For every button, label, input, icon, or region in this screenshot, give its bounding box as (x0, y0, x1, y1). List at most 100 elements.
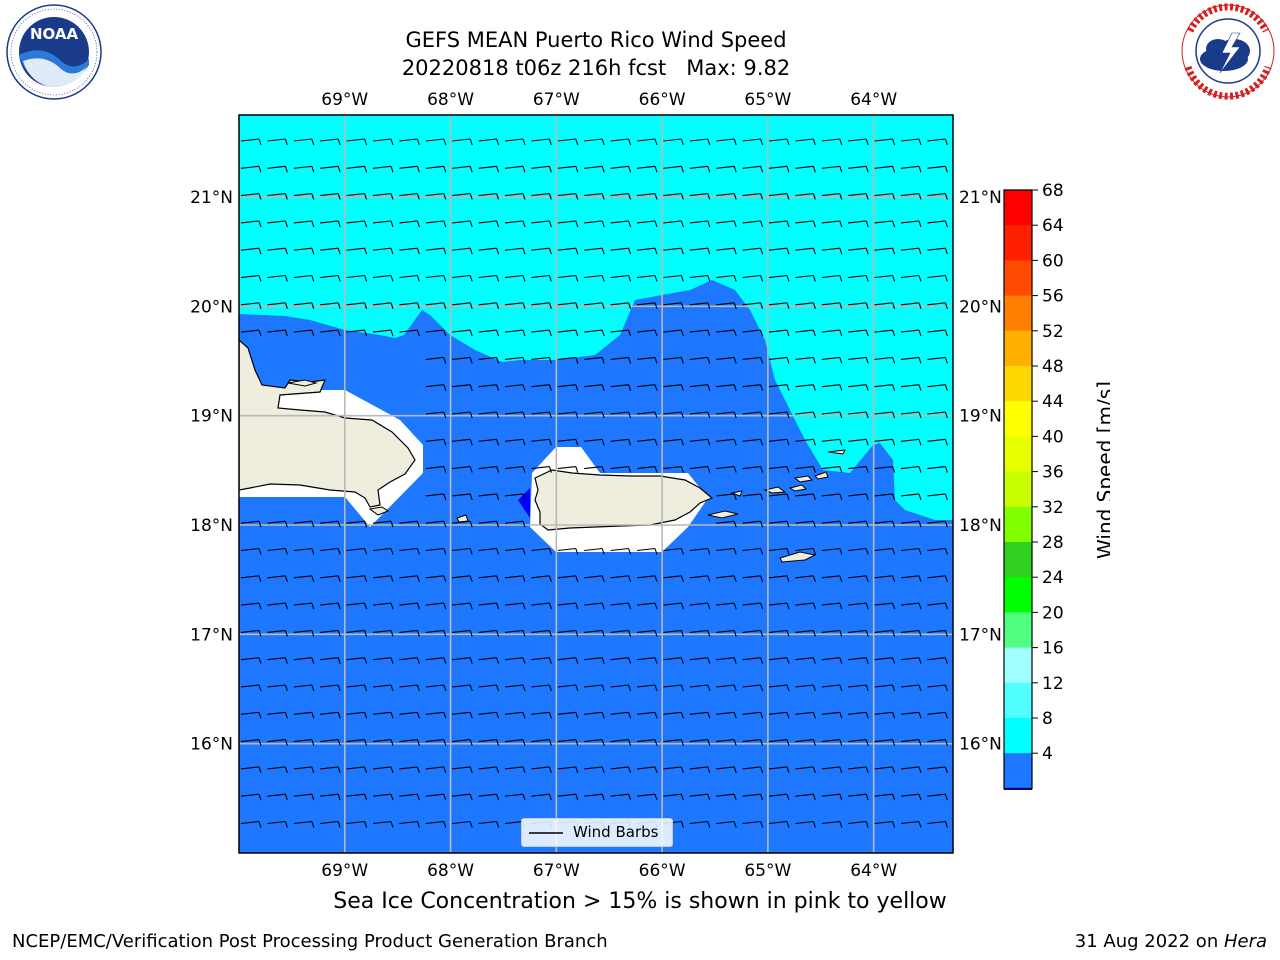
wind-barb (557, 602, 579, 610)
wind-barb (584, 220, 605, 228)
wind-barb (768, 438, 790, 446)
wind-barb (821, 247, 843, 255)
wind-barb (399, 247, 420, 255)
wind-barb (346, 739, 368, 746)
wind-barb (795, 629, 816, 637)
wind-barb (452, 438, 473, 446)
wind-barb (874, 193, 896, 200)
lon-tick-label-bottom: 65°W (744, 861, 791, 881)
wind-barb (399, 329, 420, 337)
wind-barb (504, 739, 526, 746)
wind-barb (293, 547, 315, 555)
wind-barb (716, 820, 737, 828)
wind-barb (425, 247, 447, 255)
legend-label: Wind Barbs (573, 823, 659, 841)
wind-barb (927, 766, 948, 774)
wind-barb (372, 739, 394, 746)
wind-barb (267, 820, 288, 828)
lon-tick-label-bottom: 69°W (321, 861, 368, 881)
wind-barb (293, 793, 315, 801)
wind-barb (636, 466, 658, 473)
wind-barb (795, 793, 816, 801)
colorbar-tick-label: 8 (1042, 709, 1053, 729)
colorbar-segment (1004, 682, 1032, 719)
wind-barb (320, 220, 341, 228)
colorbar-segment (1004, 471, 1032, 508)
wind-barb (795, 820, 816, 828)
wind-barb (425, 793, 447, 801)
wind-barb (346, 274, 368, 282)
wind-barb (557, 302, 579, 309)
wind-barb (716, 629, 737, 637)
wind-barb (795, 575, 816, 582)
wind-barb (425, 493, 447, 501)
colorbar-tick-label: 32 (1042, 498, 1064, 518)
wind-barb (900, 466, 922, 473)
wind-barb (557, 356, 579, 364)
colorbar-segment (1004, 542, 1032, 578)
lon-tick-label-bottom: 67°W (533, 861, 580, 881)
colorbar-outline (1003, 189, 1033, 790)
wind-barb (531, 629, 552, 637)
wind-barb (293, 165, 315, 173)
colorbar-segment (1004, 753, 1032, 789)
lon-tick-label-top: 65°W (744, 90, 791, 110)
wind-barb (399, 193, 420, 200)
footer-date-text: 31 Aug 2022 on (1074, 931, 1224, 952)
wind-barb (531, 274, 552, 282)
wind-barb (821, 547, 843, 555)
wind-barb (742, 520, 764, 528)
wind-barb (874, 384, 896, 391)
wind-barb (636, 193, 658, 200)
wind-barb (610, 438, 632, 446)
lon-tick-label-top: 68°W (427, 90, 474, 110)
wind-barb (504, 165, 526, 173)
wind-barb (795, 411, 816, 419)
wind-barb (900, 739, 922, 746)
wind-barb (372, 247, 394, 255)
wind-barb (716, 411, 737, 419)
wind-barb (320, 602, 341, 610)
wind-barb (610, 247, 632, 255)
wind-barb (346, 138, 368, 146)
wind-barb (425, 820, 447, 828)
wind-barb (742, 384, 764, 391)
wind-barb (848, 820, 869, 828)
wind-barb (821, 520, 843, 528)
wind-barb (768, 193, 790, 200)
wind-barb (346, 711, 368, 719)
lon-tick-label-bottom: 64°W (850, 861, 897, 881)
wind-barb (900, 193, 922, 200)
wind-barb (795, 193, 816, 200)
wind-barb (452, 138, 473, 146)
wind-barb (452, 766, 473, 774)
wind-barb (504, 302, 526, 309)
wind-barb (372, 520, 394, 528)
wind-barb (293, 520, 315, 528)
wind-barb (557, 684, 579, 692)
wind-barb (900, 138, 922, 146)
wind-barb (320, 247, 341, 255)
wind-barb (425, 411, 447, 419)
wind-barb (689, 329, 711, 337)
wind-barb (900, 438, 922, 446)
lon-tick-label-top: 64°W (850, 90, 897, 110)
wind-barb (346, 193, 368, 200)
wind-barb (584, 356, 605, 364)
wind-barb (768, 220, 790, 228)
wind-barb (795, 138, 816, 146)
colorbar-segment (1004, 612, 1032, 649)
wind-barb (927, 820, 948, 828)
colorbar-tick-label: 60 (1042, 251, 1064, 271)
wind-barb (372, 220, 394, 228)
wind-barb (636, 384, 658, 391)
wind-barb (927, 220, 948, 228)
wind-barb (663, 193, 684, 200)
wind-barb (478, 138, 500, 146)
wind-barb (927, 356, 948, 364)
wind-barb (531, 684, 552, 692)
wind-barb (425, 302, 447, 309)
lon-tick-label-top: 66°W (639, 90, 686, 110)
wind-barb (636, 220, 658, 228)
wind-barb (927, 438, 948, 446)
